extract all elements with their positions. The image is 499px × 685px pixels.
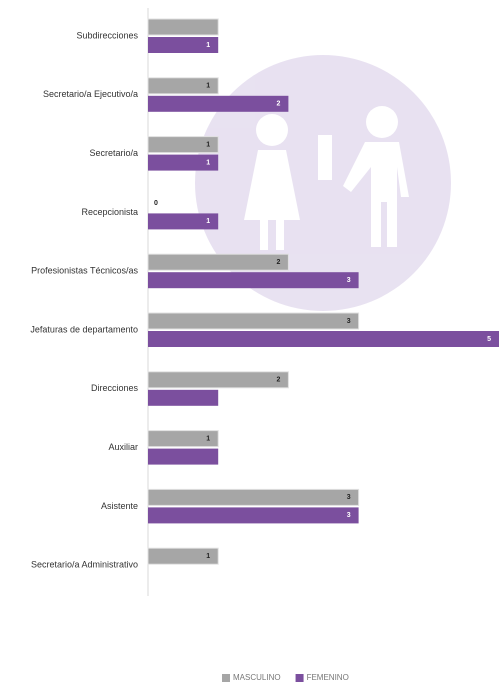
value-label: 2	[276, 377, 280, 384]
bar	[148, 331, 499, 347]
category-label: Profesionistas Técnicos/as	[31, 266, 138, 276]
bar	[148, 254, 288, 270]
category-label: Subdirecciones	[76, 30, 138, 40]
value-label: 3	[347, 512, 351, 519]
value-label: 1	[206, 553, 210, 560]
legend-swatch	[222, 674, 230, 682]
category-label: Secretario/a Administrativo	[31, 560, 138, 570]
category-label: Direcciones	[91, 383, 139, 393]
bar	[148, 372, 288, 388]
category-label: Secretario/a Ejecutivo/a	[43, 89, 138, 99]
value-label: 1	[206, 435, 210, 442]
value-label: 0	[154, 200, 158, 207]
category-label: Asistente	[101, 501, 138, 511]
value-label: 2	[276, 259, 280, 266]
value-label: 1	[206, 218, 210, 225]
legend-swatch	[296, 674, 304, 682]
bar	[148, 449, 218, 465]
value-label: 3	[347, 494, 351, 501]
value-label: 3	[347, 277, 351, 284]
category-label: Auxiliar	[108, 442, 138, 452]
bar	[148, 507, 359, 523]
bar	[148, 96, 288, 112]
value-label: 1	[206, 83, 210, 90]
legend-label: FEMENINO	[307, 673, 349, 682]
bar	[148, 272, 359, 288]
bar	[148, 313, 359, 329]
value-label: 1	[206, 159, 210, 166]
bar	[148, 489, 359, 505]
value-label: 5	[487, 336, 491, 343]
chart: Subdirecciones 1 Secretario/a Ejecutivo/a 1…	[0, 0, 499, 685]
value-label: 1	[206, 141, 210, 148]
category-label: Jefaturas de departamento	[30, 324, 138, 334]
value-label: 1	[206, 42, 210, 49]
value-label: 2	[276, 101, 280, 108]
value-label: 3	[347, 318, 351, 325]
category-label: Secretario/a	[89, 148, 138, 158]
bar	[148, 390, 218, 406]
legend-label: MASCULINO	[233, 673, 281, 682]
bar	[148, 19, 218, 35]
category-label: Recepcionista	[81, 207, 138, 217]
